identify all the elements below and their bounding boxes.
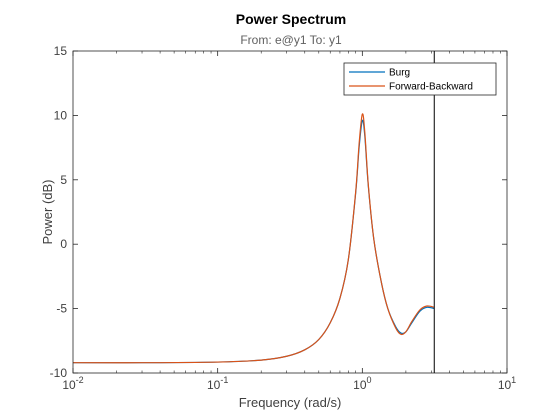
x-tick-label: 100	[353, 375, 371, 392]
y-tick-label: -5	[56, 302, 67, 316]
x-tick-label: 10-2	[62, 375, 83, 392]
y-axis-label: Power (dB)	[40, 179, 55, 244]
legend[interactable]: Burg Forward-Backward	[343, 62, 497, 96]
y-tick-label: 15	[54, 44, 68, 58]
data-series-group	[72, 113, 435, 364]
chart-subtitle: From: e@y1 To: y1	[240, 33, 342, 47]
y-tick-label: -10	[50, 366, 68, 380]
y-axis-ticks: -10 -5 0 5 10 15	[50, 44, 507, 380]
y-tick-label: 5	[60, 173, 67, 187]
chart-title: Power Spectrum	[236, 11, 346, 27]
axes-box	[72, 50, 508, 374]
legend-label-burg: Burg	[389, 68, 410, 79]
legend-box	[343, 62, 497, 96]
y-tick-label: 0	[60, 237, 67, 251]
plot-area	[73, 51, 507, 373]
legend-label-forward-backward: Forward-Backward	[389, 82, 473, 93]
y-tick-label: 10	[54, 108, 68, 122]
x-tick-label: 10-1	[207, 375, 228, 392]
x-tick-label: 101	[498, 375, 516, 392]
x-axis-ticks: 10-2 10-1 100 101	[62, 51, 516, 392]
series-line-forward-backward	[72, 113, 435, 364]
x-axis-label: Frequency (rad/s)	[239, 395, 342, 410]
